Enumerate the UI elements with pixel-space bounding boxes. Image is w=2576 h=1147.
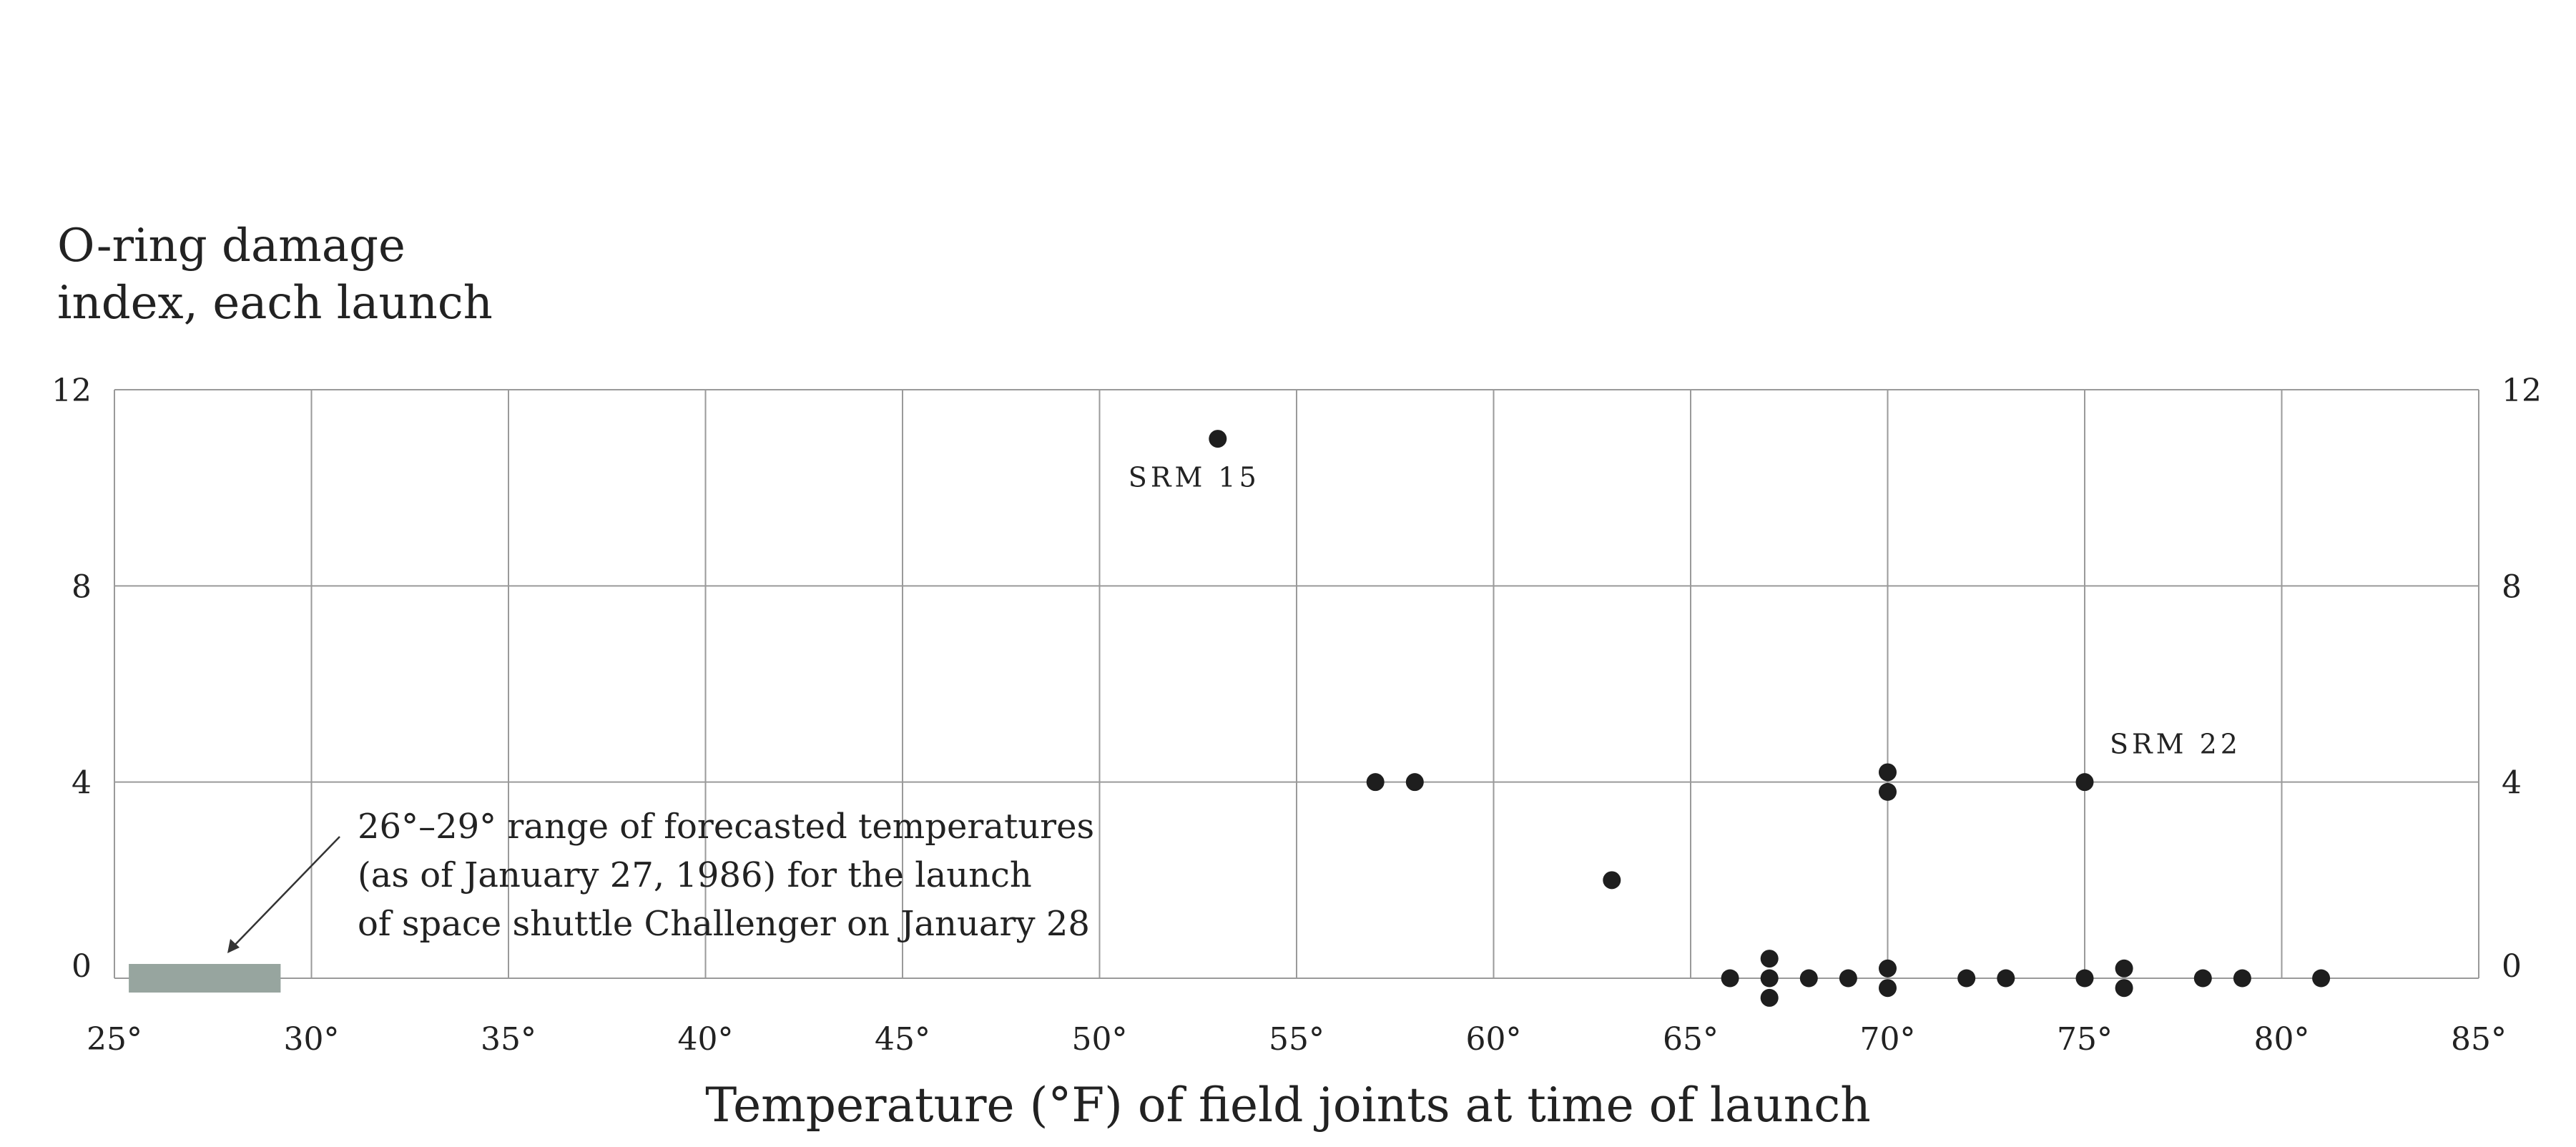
data-point [1603, 871, 1621, 890]
y-axis-title-line-2: index, each launch [57, 277, 493, 330]
tick-labels: 25° 30° 35° 40° 45° 50° 55° 60° 65° 70° 75° 80° 85° 0… [51, 373, 2542, 1058]
data-point [1957, 969, 1976, 988]
data-points [1209, 430, 2331, 1007]
y-tick-label-left: 4 [72, 765, 92, 802]
x-tick-label: 85° [2451, 1021, 2507, 1058]
data-point [2075, 773, 2094, 792]
x-tick-label: 60° [1466, 1021, 1522, 1058]
data-point [1721, 969, 1739, 988]
data-point [2233, 969, 2251, 988]
x-tick-label: 75° [2057, 1021, 2113, 1058]
forecast-note-line-3: of space shuttle Challenger on January 2… [358, 904, 1090, 944]
x-tick-label: 70° [1860, 1021, 1916, 1058]
forecast-arrow-head [227, 939, 240, 953]
data-point [2193, 969, 2212, 988]
x-tick-label: 80° [2254, 1021, 2310, 1058]
x-tick-label: 35° [481, 1021, 536, 1058]
x-tick-label: 30° [284, 1021, 340, 1058]
point-label: SRM 15 [1129, 462, 1260, 493]
y-axis-title-line-1: O-ring damage [57, 220, 405, 272]
data-point [1799, 969, 1818, 988]
forecast-arrow-line [230, 836, 340, 950]
data-point [1405, 773, 1424, 792]
y-tick-label-right: 0 [2502, 948, 2522, 985]
data-point [2312, 969, 2331, 988]
y-tick-label-left: 12 [51, 373, 92, 409]
point-labels: SRM 15 SRM 22 [1129, 462, 2241, 760]
y-tick-label-right: 12 [2502, 373, 2542, 409]
data-point [1366, 773, 1385, 792]
data-point [2115, 959, 2133, 978]
data-point [2115, 979, 2133, 998]
x-tick-label: 45° [875, 1021, 930, 1058]
x-tick-label: 65° [1663, 1021, 1719, 1058]
y-tick-label-right: 4 [2502, 765, 2522, 802]
forecast-range-bar [129, 964, 281, 993]
x-tick-label: 50° [1072, 1021, 1128, 1058]
data-point [1879, 763, 1897, 782]
data-point [1760, 988, 1779, 1007]
data-point [1879, 959, 1897, 978]
data-point [1997, 969, 2015, 988]
point-label: SRM 22 [2110, 729, 2241, 760]
data-point [1209, 430, 1227, 448]
data-point [1839, 969, 1857, 988]
data-point [2075, 969, 2094, 988]
data-point [1760, 969, 1779, 988]
y-tick-label-left: 8 [72, 568, 92, 605]
forecast-note-line-2: (as of January 27, 1986) for the launch [358, 855, 1032, 895]
forecast-range [129, 836, 340, 993]
data-point [1879, 782, 1897, 801]
x-tick-label: 40° [678, 1021, 734, 1058]
forecast-note-line-1: 26°–29° range of forecasted temperatures [358, 807, 1094, 847]
data-point [1760, 950, 1779, 968]
y-tick-label-left: 0 [72, 948, 92, 985]
data-point [1879, 979, 1897, 998]
x-axis-title: Temperature (°F) of field joints at time… [705, 1078, 1871, 1133]
y-tick-label-right: 8 [2502, 568, 2522, 605]
x-tick-label: 55° [1269, 1021, 1324, 1058]
x-tick-label: 25° [87, 1021, 142, 1058]
